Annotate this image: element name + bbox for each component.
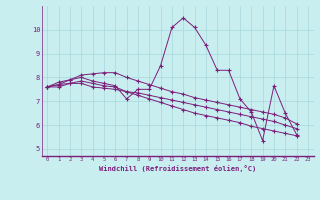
X-axis label: Windchill (Refroidissement éolien,°C): Windchill (Refroidissement éolien,°C) (99, 165, 256, 172)
